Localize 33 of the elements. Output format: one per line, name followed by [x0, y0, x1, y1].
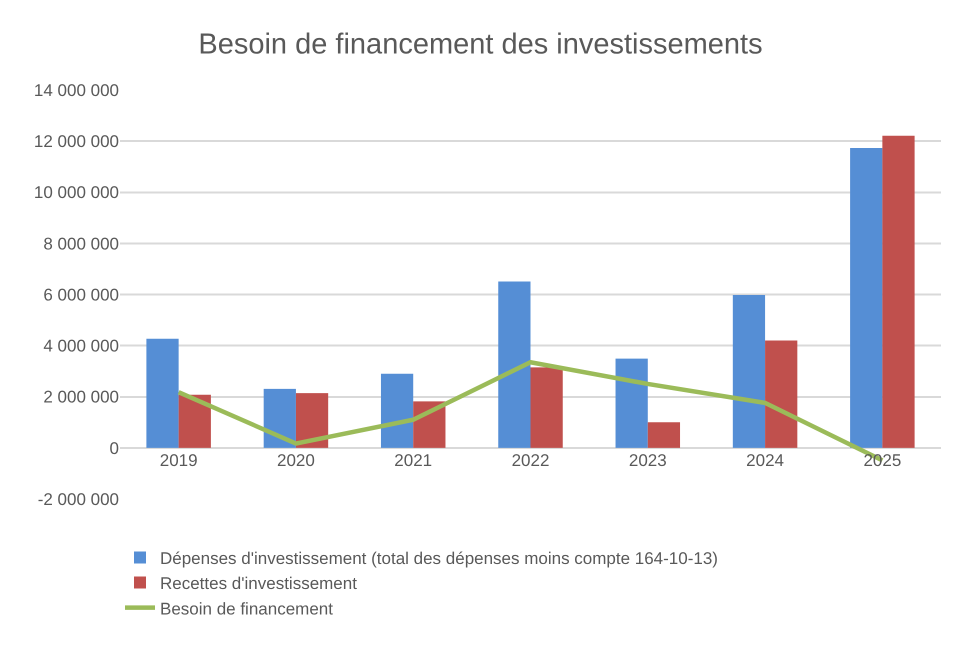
x-tick-label: 2019 — [160, 450, 198, 470]
y-tick-label: 0 — [110, 438, 119, 458]
y-tick-label: 12 000 000 — [34, 132, 119, 152]
x-tick-label: 2023 — [628, 450, 667, 470]
y-tick-label: 4 000 000 — [43, 336, 119, 356]
y-tick-label: 6 000 000 — [43, 285, 119, 304]
legend-label: Recettes d'investissement — [160, 574, 358, 594]
bar — [616, 358, 648, 448]
x-tick-label: 2025 — [863, 450, 902, 470]
y-tick-label: 10 000 000 — [34, 183, 119, 202]
bar — [882, 136, 915, 448]
bar — [530, 367, 563, 448]
bar — [264, 388, 296, 448]
bar — [296, 393, 328, 448]
x-tick-label: 2020 — [277, 450, 315, 470]
x-tick-label: 2021 — [394, 450, 432, 470]
legend-label: Besoin de financement — [160, 599, 334, 618]
x-tick-label: 2022 — [512, 450, 550, 470]
bar — [648, 422, 680, 448]
bar — [498, 281, 530, 448]
y-tick-label: 2 000 000 — [43, 388, 119, 407]
x-tick-label: 2024 — [746, 450, 784, 470]
y-tick-label: -2 000 000 — [38, 490, 119, 509]
bar — [850, 148, 882, 448]
bar — [380, 374, 414, 448]
legend-label: Dépenses d'investissement (total des dépenses moins compte 164-10-13) — [160, 549, 718, 568]
y-tick-label: 8 000 000 — [43, 234, 119, 254]
chart-title: Besoin de financement des investissements — [198, 28, 763, 60]
bar — [732, 295, 766, 448]
y-tick-label: 14 000 000 — [34, 80, 119, 100]
bar — [146, 338, 179, 448]
bar — [178, 394, 211, 448]
bar — [765, 340, 798, 448]
